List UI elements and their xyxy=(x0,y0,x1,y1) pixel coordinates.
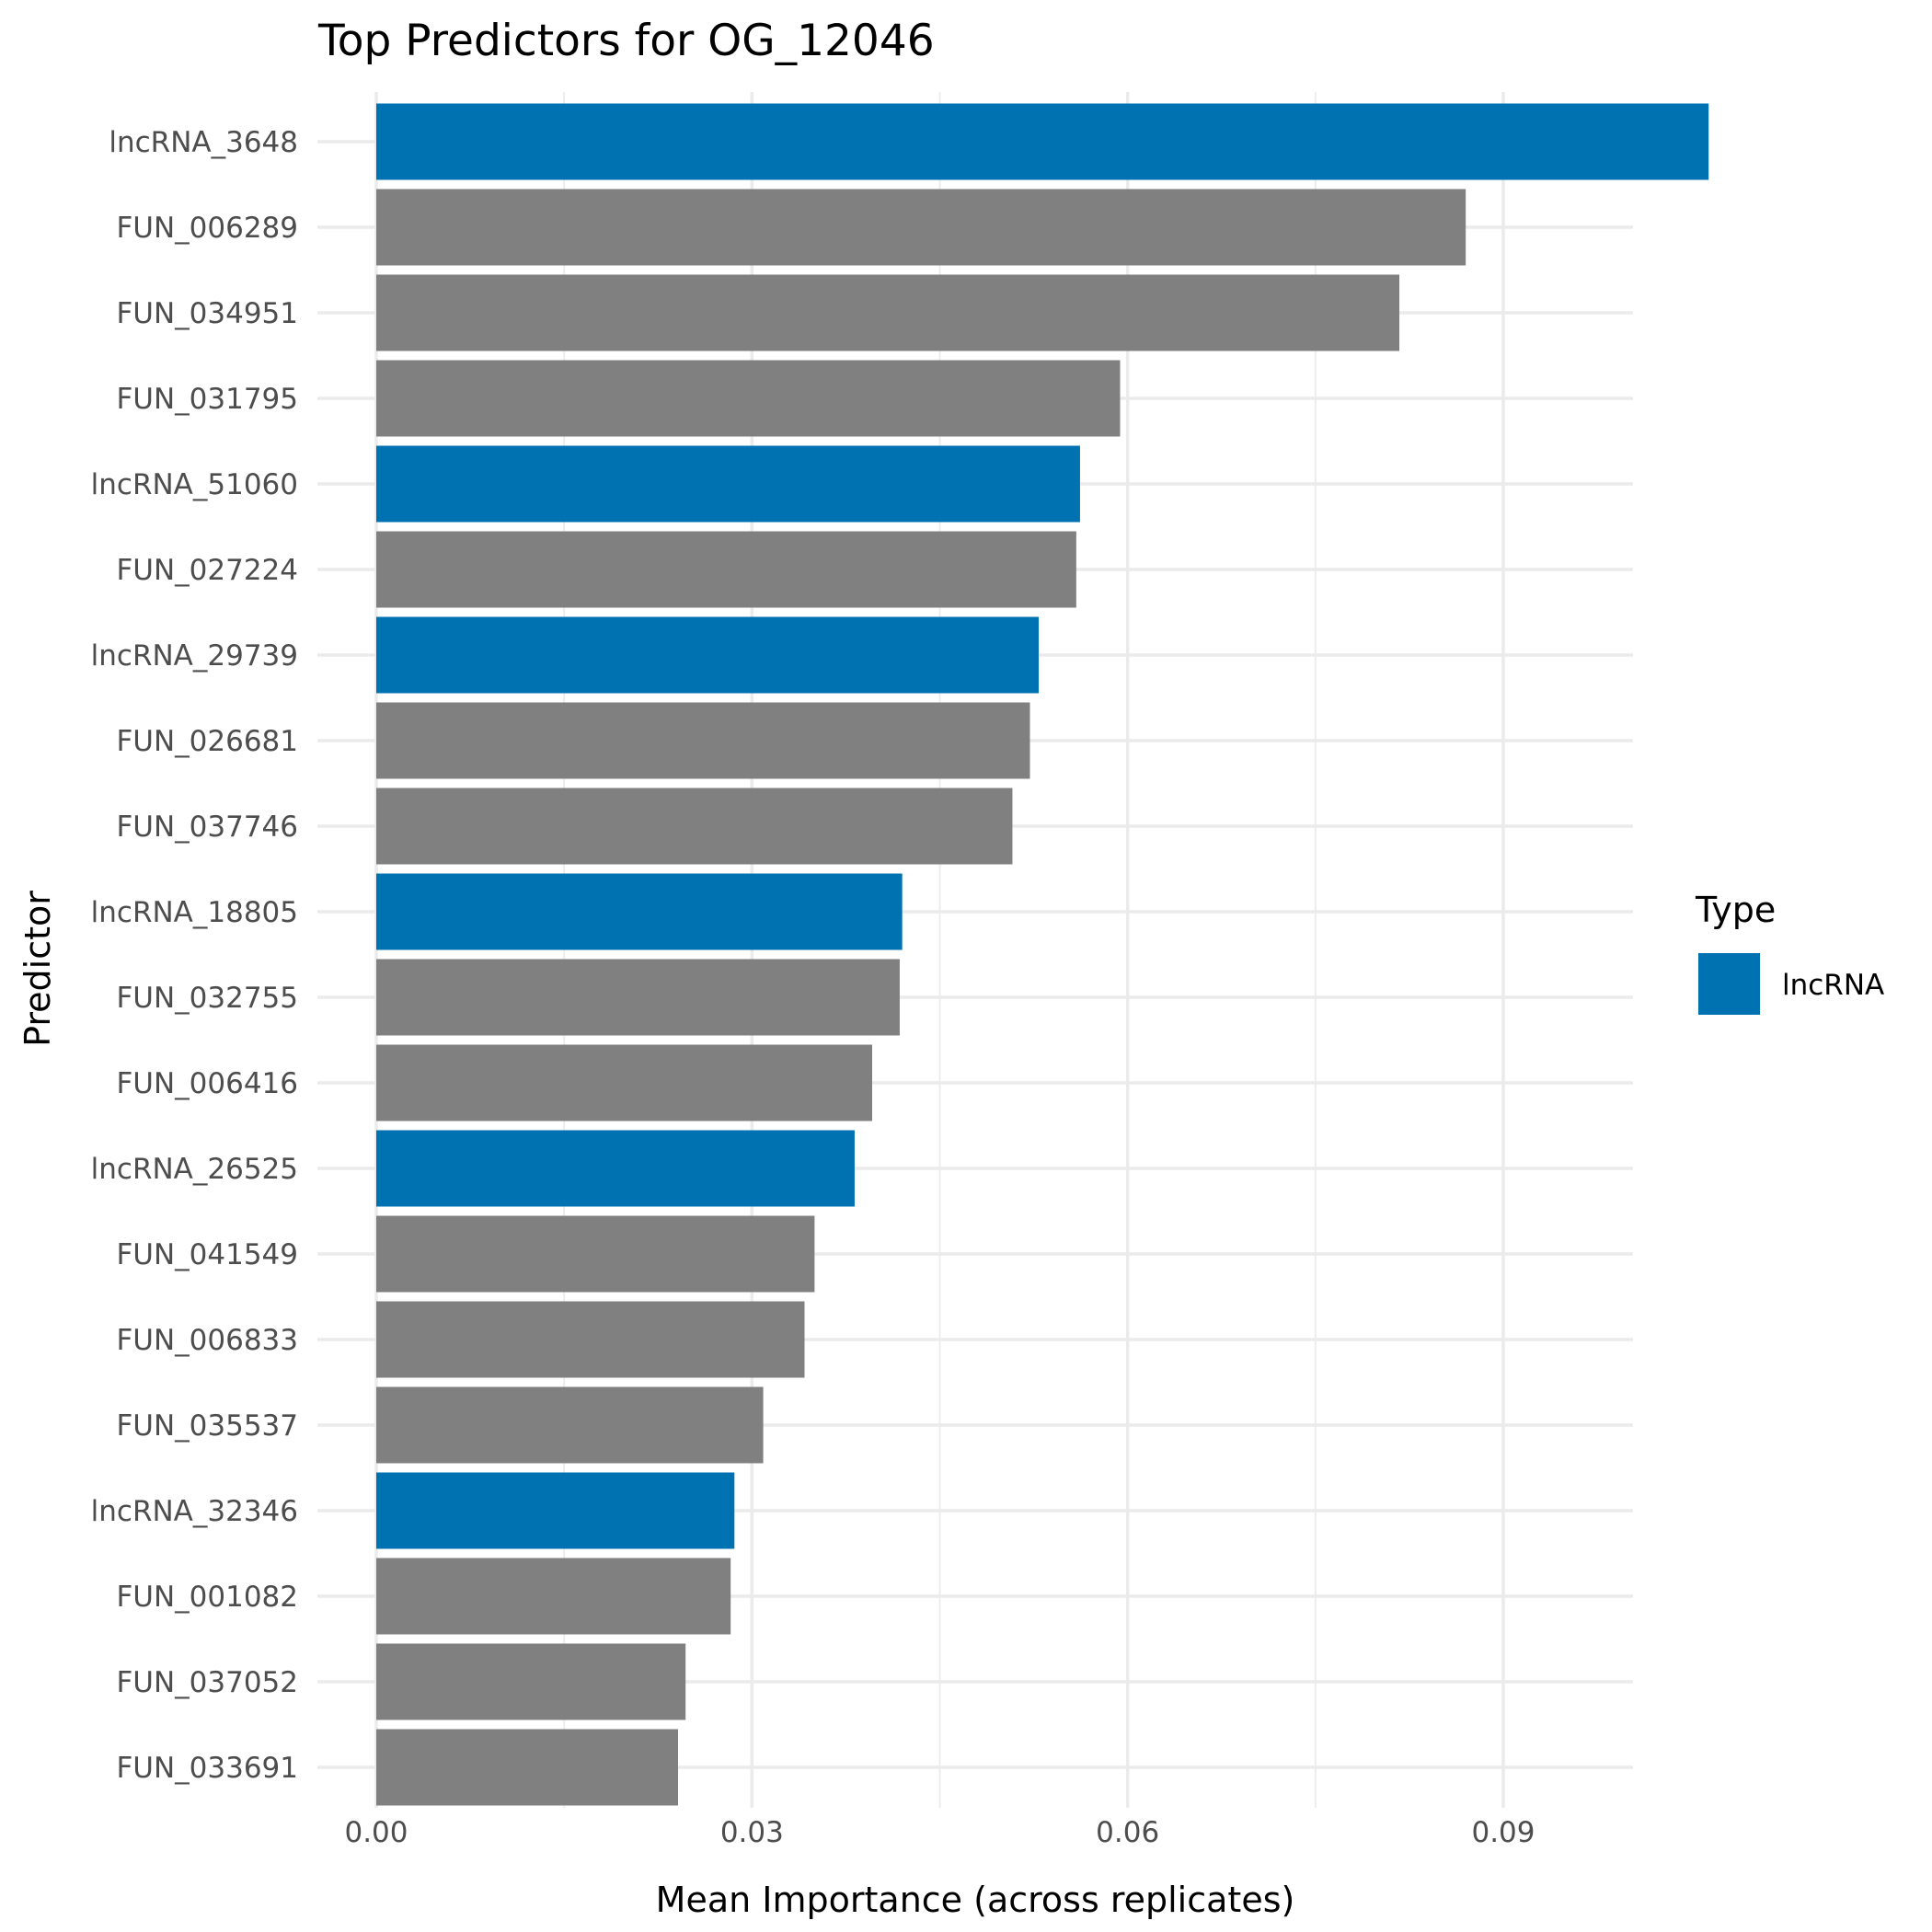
y-tick-label: FUN_001082 xyxy=(116,1581,298,1614)
y-tick-label: lncRNA_3648 xyxy=(109,126,298,159)
y-tick-label: FUN_037746 xyxy=(116,811,298,844)
y-tick-label: FUN_027224 xyxy=(116,554,298,587)
bar-lncrna-32346 xyxy=(376,1472,735,1549)
y-tick-label: lncRNA_51060 xyxy=(91,468,298,501)
legend-title: Type xyxy=(1695,890,1776,930)
y-tick-label: FUN_037052 xyxy=(116,1666,298,1699)
bar-fun-033691 xyxy=(376,1729,679,1806)
bar-lncrna-26525 xyxy=(376,1130,855,1207)
bar-fun-006289 xyxy=(376,189,1466,266)
chart-title: Top Predictors for OG_12046 xyxy=(317,16,935,66)
y-tick-labels: lncRNA_3648 FUN_006289 FUN_034951 FUN_03179… xyxy=(91,126,298,1785)
y-tick-label: lncRNA_32346 xyxy=(91,1495,298,1528)
bar-fun-037052 xyxy=(376,1643,686,1720)
y-tick-label: FUN_033691 xyxy=(116,1752,298,1785)
legend-label-lncrna: lncRNA xyxy=(1782,969,1884,1002)
bar-fun-035537 xyxy=(376,1386,764,1464)
y-tick-label: lncRNA_18805 xyxy=(91,896,298,929)
legend: Type lncRNA xyxy=(1695,890,1884,1015)
bar-fun-006833 xyxy=(376,1301,805,1378)
bar-fun-037746 xyxy=(376,788,1013,865)
y-tick-label: FUN_006416 xyxy=(116,1067,298,1100)
bars xyxy=(376,103,1709,1806)
x-tick-label: 0.06 xyxy=(1096,1816,1159,1849)
legend-key-lncrna xyxy=(1698,953,1760,1015)
bar-fun-032755 xyxy=(376,959,900,1036)
x-axis-title: Mean Importance (across replicates) xyxy=(656,1880,1295,1920)
bar-fun-041549 xyxy=(376,1215,815,1293)
y-tick-label: FUN_034951 xyxy=(116,297,298,330)
y-axis-title: Predictor xyxy=(17,891,58,1047)
bar-fun-027224 xyxy=(376,531,1076,608)
y-tick-label: FUN_035537 xyxy=(116,1409,298,1443)
y-tick-label: FUN_026681 xyxy=(116,725,298,758)
y-tick-label: FUN_006289 xyxy=(116,212,298,245)
bar-fun-031795 xyxy=(376,360,1121,437)
bar-fun-026681 xyxy=(376,702,1030,779)
bar-lncrna-18805 xyxy=(376,873,903,950)
x-tick-label: 0.00 xyxy=(344,1816,408,1849)
y-tick-label: FUN_006833 xyxy=(116,1324,298,1357)
x-tick-label: 0.09 xyxy=(1471,1816,1535,1849)
y-tick-label: FUN_031795 xyxy=(116,383,298,416)
bar-lncrna-51060 xyxy=(376,445,1080,523)
bar-lncrna-3648 xyxy=(376,103,1709,180)
x-tick-label: 0.03 xyxy=(720,1816,784,1849)
bar-fun-001082 xyxy=(376,1558,731,1635)
y-tick-label: lncRNA_29739 xyxy=(91,639,298,673)
bar-fun-034951 xyxy=(376,274,1400,351)
bar-fun-006416 xyxy=(376,1044,872,1121)
y-tick-label: FUN_041549 xyxy=(116,1238,298,1271)
bar-lncrna-29739 xyxy=(376,616,1040,694)
x-tick-labels: 0.00 0.03 0.06 0.09 xyxy=(344,1816,1535,1849)
y-tick-label: lncRNA_26525 xyxy=(91,1153,298,1186)
y-tick-label: FUN_032755 xyxy=(116,982,298,1015)
